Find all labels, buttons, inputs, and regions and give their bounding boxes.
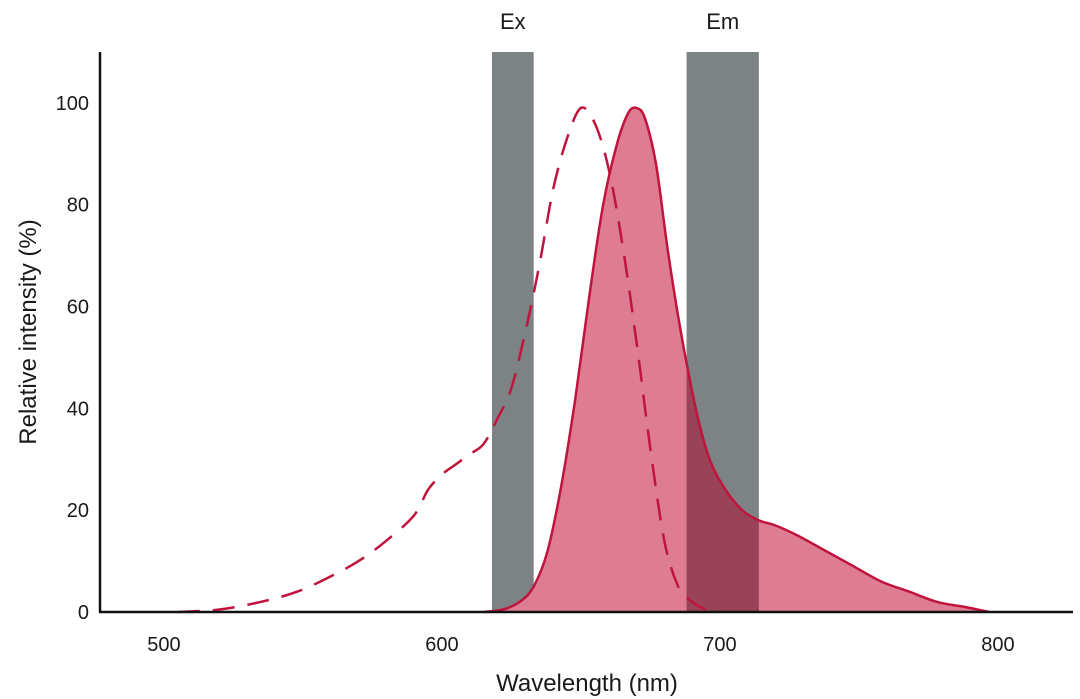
emission-line (483, 106, 990, 614)
y-tick-label: 100 (56, 93, 89, 115)
tick-labels: 500 600 700 800 0 20 40 60 80 100 (56, 93, 1015, 656)
x-tick-label: 500 (147, 634, 180, 656)
band-labels: Ex Em (500, 9, 739, 34)
excitation-spectrum (177, 106, 721, 614)
excitation-line (177, 106, 721, 614)
y-tick-label: 40 (67, 398, 89, 420)
x-axis-title: Wavelength (nm) (496, 670, 678, 697)
y-tick-label: 20 (67, 500, 89, 522)
axes (98, 52, 1073, 614)
y-axis-title: Relative intensity (%) (15, 219, 42, 444)
x-tick-label: 600 (425, 634, 458, 656)
band-label-ex: Ex (500, 9, 526, 34)
band-label-em: Em (706, 9, 739, 34)
emission-area (483, 107, 990, 613)
x-tick-label: 700 (703, 634, 736, 656)
y-tick-label: 0 (78, 602, 89, 624)
x-tick-label: 800 (981, 634, 1014, 656)
emission-spectrum (483, 107, 990, 613)
y-tick-label: 80 (67, 195, 89, 217)
filter-band-ex (491, 52, 534, 612)
y-tick-label: 60 (67, 297, 89, 319)
